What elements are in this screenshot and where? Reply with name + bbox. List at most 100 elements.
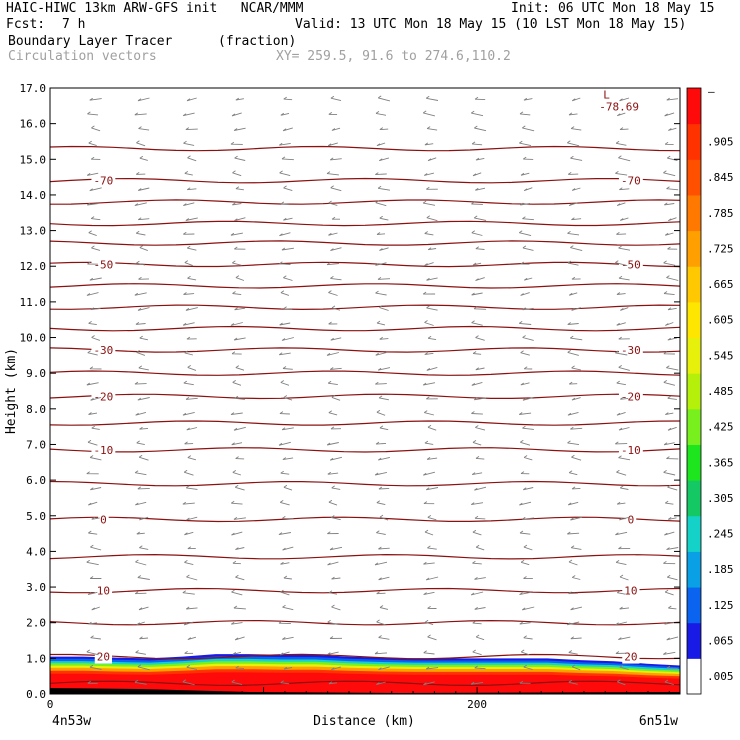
circulation-vector: [183, 469, 194, 476]
circulation-vector: [424, 529, 434, 536]
circulation-vector: [664, 500, 674, 505]
circulation-vector: [471, 201, 483, 205]
isotherm-layer: 20 20 10 10 0 0 -10 -10 -20 -20 -30 -30 -50 -50 -70 -70…: [50, 89, 680, 687]
circulation-vector: [619, 187, 630, 191]
circulation-vector: [330, 337, 342, 341]
circulation-vector: [522, 156, 534, 160]
circulation-vector: [618, 336, 630, 340]
circulation-vector: [567, 531, 580, 535]
y-tick-label: 13.0: [20, 225, 47, 238]
circulation-vector: [89, 455, 102, 461]
circulation-vector: [519, 140, 532, 147]
circulation-vector: [376, 530, 386, 535]
circulation-vector: [475, 335, 485, 341]
circulation-vector: [666, 456, 679, 460]
circulation-vector: [234, 246, 246, 250]
isotherm-label: 20: [624, 651, 637, 664]
circulation-vector: [279, 411, 290, 415]
tracer-fill-layer: [50, 654, 680, 694]
circulation-vector: [279, 500, 290, 506]
circulation-vector: [187, 275, 197, 281]
circulation-vector: [88, 412, 98, 415]
circulation-vector: [666, 186, 679, 191]
circulation-vector: [475, 367, 485, 371]
circulation-vector: [569, 335, 583, 341]
colorbar-swatch: [687, 515, 701, 552]
circulation-vector: [426, 215, 438, 222]
circulation-vector: [231, 112, 242, 117]
circulation-vector: [522, 335, 534, 341]
circulation-vector: [666, 574, 678, 581]
circulation-vector: [519, 111, 531, 116]
circulation-vector: [184, 350, 194, 356]
circulation-vector: [87, 680, 98, 684]
circulation-vector: [90, 216, 101, 221]
circulation-vector: [376, 681, 386, 686]
colorbar-swatch: [687, 88, 701, 125]
circulation-vector: [235, 665, 245, 669]
circulation-vector: [138, 276, 150, 280]
circulation-vector: [235, 365, 245, 371]
circulation-vector: [423, 561, 435, 565]
circulation-vector: [567, 140, 580, 147]
circulation-vector: [327, 619, 339, 625]
circulation-vector: [664, 589, 674, 596]
circulation-vector: [234, 484, 245, 491]
circulation-vector: [90, 156, 101, 160]
circulation-vector: [619, 127, 629, 131]
circulation-vector: [616, 469, 627, 476]
circulation-vector: [88, 321, 97, 326]
circulation-vector: [616, 380, 626, 386]
isotherm-label-bg: [618, 174, 643, 188]
circulation-vector: [186, 187, 197, 191]
x-left-endpoint: 4n53w: [52, 714, 91, 729]
colorbar-swatch: [687, 230, 701, 267]
colorbar-top-label: –: [708, 85, 715, 98]
isotherm-line-16: [50, 240, 680, 246]
isotherm-label: 10: [97, 585, 110, 598]
circulation-vector: [88, 530, 98, 535]
isotherm-line-8: [50, 420, 680, 426]
circulation-vector: [424, 142, 434, 146]
circulation-vector: [326, 171, 339, 176]
circulation-vector: [376, 232, 386, 235]
circulation-vector: [567, 231, 580, 236]
header-fcst-label: Fcst:: [6, 17, 46, 32]
isotherm-label: -30: [621, 344, 641, 357]
circulation-vector: [139, 545, 149, 550]
circulation-vector: [87, 350, 98, 356]
circulation-vector: [616, 292, 626, 295]
circulation-vector: [136, 140, 146, 147]
circulation-vector: [328, 499, 338, 506]
circulation-vector: [375, 262, 387, 266]
circulation-vector: [88, 621, 98, 625]
circulation-vector: [567, 350, 579, 356]
circulation-vector: [426, 366, 438, 371]
circulation-vector: [279, 322, 291, 326]
circulation-vector: [187, 455, 197, 461]
isotherm-line-7: [50, 447, 680, 453]
circulation-vector: [523, 664, 533, 670]
circulation-vector: [187, 546, 196, 550]
field-name: Boundary Layer Tracer: [8, 34, 173, 49]
circulation-vector: [326, 442, 339, 446]
circulation-vector: [230, 621, 243, 625]
circulation-vector: [475, 456, 485, 460]
circulation-vector: [330, 95, 342, 102]
circulation-vector: [472, 172, 482, 177]
circulation-vector: [616, 590, 626, 595]
circulation-vector: [91, 245, 101, 251]
circulation-vector: [519, 501, 532, 506]
circulation-vector: [664, 679, 674, 686]
circulation-vector: [135, 322, 146, 325]
circulation-vector: [379, 425, 389, 431]
circulation-vector: [331, 576, 341, 580]
circulation-vector: [567, 260, 579, 266]
isotherm-label-bg: [625, 513, 637, 527]
circulation-vector: [327, 471, 339, 475]
circulation-vector: [232, 380, 242, 386]
circulation-vector: [663, 470, 676, 476]
circulation-vector: [472, 262, 482, 266]
circulation-vector: [90, 635, 101, 640]
